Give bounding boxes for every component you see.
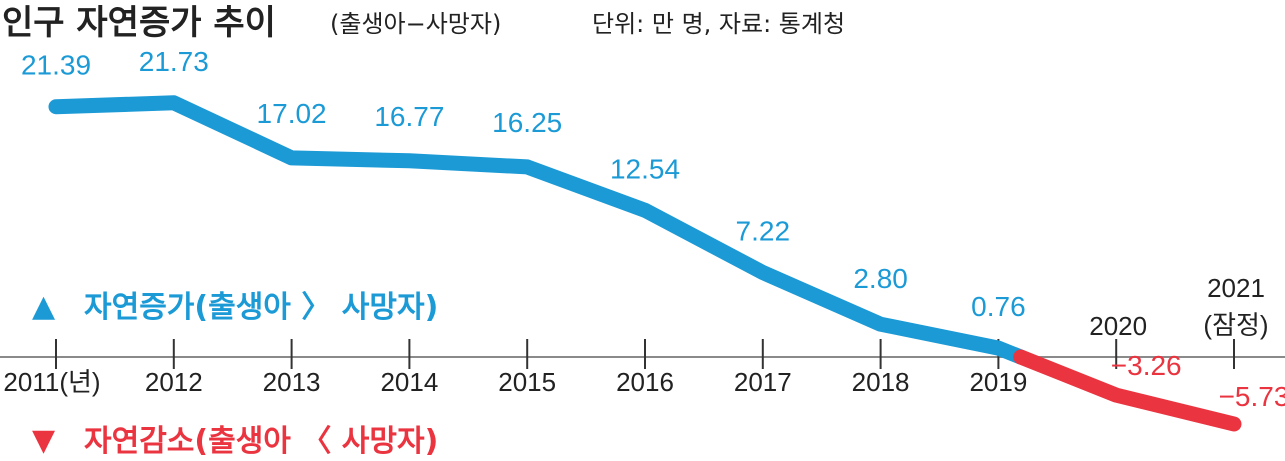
legend-increase-label: 자연증가(출생아 〉 사망자) [84,290,438,325]
legend-decrease-symbol: ▼ [32,423,55,458]
x-axis-ticks [55,339,1235,369]
x-label-10-note: (잠정) [1203,310,1268,340]
data-label-10: −5.73 [1219,381,1285,412]
series-line-decrease [1013,349,1242,432]
data-label-8: 0.76 [971,291,1026,322]
data-label-5: 12.54 [610,153,680,184]
legend-decrease-label: 자연감소(출생아 〈 사망자) [84,424,438,459]
data-label-6: 7.22 [736,216,791,247]
x-label-4: 2015 [498,367,556,397]
chart-title: 인구 자연증가 추이 [2,3,276,43]
x-axis-labels: 2011(년) 2012 2013 2014 2015 2016 2017 2018 2019 2… [3,273,1268,397]
legend-increase: ▲ 자연증가(출생아 〉 사망자) [32,289,438,325]
series-lines [48,95,1242,432]
x-label-2: 2013 [263,367,321,397]
x-label-6: 2017 [734,367,792,397]
x-label-8: 2019 [969,367,1027,397]
x-label-7: 2018 [852,367,910,397]
data-label-7: 2.80 [853,263,908,294]
chart-subtitle: (출생아−사망자) [330,10,501,38]
x-label-9-year: 2020 [1089,311,1147,341]
unit-source-note: 단위: 만 명, 자료: 통계청 [592,10,845,38]
data-labels: 21.39 21.73 17.02 16.77 16.25 12.54 7.22 2.80 0.… [21,46,1285,412]
data-label-1: 21.73 [139,46,209,77]
data-label-2: 17.02 [257,98,327,129]
x-label-10-year: 2021 [1207,273,1265,303]
x-label-0: 2011(년) [3,367,100,397]
legend-decrease: ▼ 자연감소(출생아 〈 사망자) [32,423,438,459]
data-label-0: 21.39 [21,50,91,81]
data-label-4: 16.25 [492,107,562,138]
data-label-3: 16.77 [374,101,444,132]
x-label-1: 2012 [145,367,203,397]
data-label-9: −3.26 [1111,350,1182,381]
x-label-5: 2016 [616,367,674,397]
x-label-3: 2014 [380,367,438,397]
legend-increase-symbol: ▲ [32,289,55,324]
series-line-increase [48,95,1029,365]
